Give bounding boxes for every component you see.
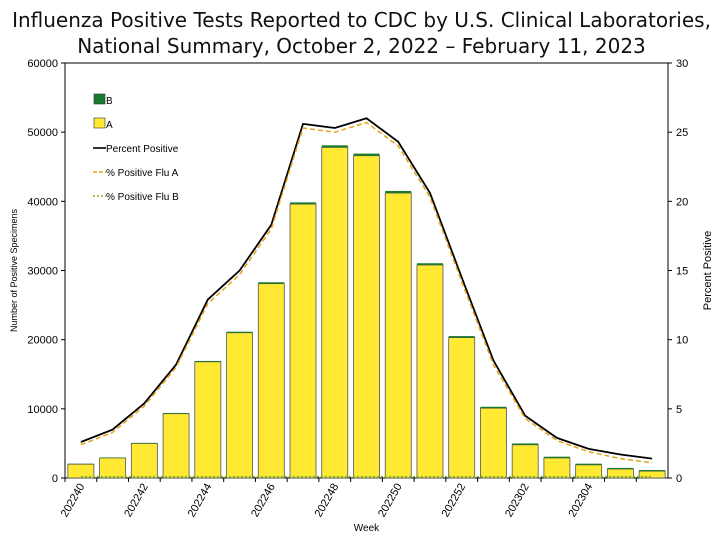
bar-b <box>512 443 539 445</box>
chart-title-line2: National Summary, October 2, 2022 – Febr… <box>77 34 646 58</box>
chart-title-line1: Influenza Positive Tests Reported to CDC… <box>12 8 711 32</box>
y-tick-label: 30000 <box>27 266 58 278</box>
y-tick-label: 20000 <box>27 335 58 347</box>
bar-b <box>480 406 507 409</box>
bar-a <box>321 146 349 479</box>
series-line <box>80 121 653 464</box>
bar-b <box>416 263 443 265</box>
y2-tick-label: 15 <box>676 266 688 278</box>
bar-a <box>511 444 539 479</box>
x-tick-label: 202240 <box>59 482 88 520</box>
bar-a <box>480 407 507 479</box>
bar-a <box>289 203 317 479</box>
y2-tick-label: 20 <box>676 196 688 208</box>
bar-a <box>543 457 571 479</box>
y2-tick-label: 0 <box>676 473 682 485</box>
bar-a <box>448 337 476 479</box>
y-tick-label: 60000 <box>27 58 58 70</box>
bar-b <box>607 467 634 470</box>
x-axis-label: Week <box>354 523 380 534</box>
legend-label: % Positive Flu A <box>106 168 179 179</box>
bar-a <box>353 155 380 479</box>
x-tick-label: 202244 <box>186 482 215 520</box>
bar-a <box>194 361 222 479</box>
bar-a <box>226 332 253 479</box>
bar-b <box>543 456 570 458</box>
bar-b <box>194 360 221 362</box>
x-tick-label: 202246 <box>249 482 278 520</box>
bar-b <box>353 153 380 156</box>
x-tick-label: 202252 <box>440 482 469 520</box>
x-tick-label: 202302 <box>503 482 532 520</box>
y2-tick-label: 30 <box>676 58 688 70</box>
bar-a <box>99 457 127 479</box>
legend-label: Percent Positive <box>106 144 179 155</box>
legend-label: B <box>106 96 113 107</box>
y-tick-label: 40000 <box>27 196 58 208</box>
y2-tick-label: 5 <box>676 404 682 416</box>
y-tick-label: 50000 <box>27 127 58 139</box>
bar-b <box>639 470 666 472</box>
bar-a <box>638 470 666 479</box>
legend-label: A <box>106 120 113 131</box>
bar-a <box>384 192 412 479</box>
x-tick-label: 202250 <box>376 482 405 520</box>
y2-axis-label: Percent Positive <box>702 231 714 310</box>
bar-a <box>130 443 158 479</box>
bar-a <box>257 283 285 479</box>
bar-a <box>416 264 444 479</box>
y2-tick-label: 25 <box>676 127 688 139</box>
bar-b <box>575 463 602 465</box>
x-tick-label: 202304 <box>567 482 596 520</box>
bar-b <box>131 442 158 444</box>
legend-label: % Positive Flu B <box>106 192 179 203</box>
x-tick-label: 202248 <box>313 482 342 520</box>
bar-b <box>258 282 285 284</box>
bar-b <box>321 145 348 148</box>
bar-b <box>163 412 190 414</box>
bar-b <box>448 336 475 338</box>
y2-tick-label: 10 <box>676 335 688 347</box>
bar-a <box>162 413 190 479</box>
bar-b <box>290 202 317 205</box>
bar-b <box>226 331 253 333</box>
y-tick-label: 10000 <box>27 404 58 416</box>
series-line <box>80 117 653 460</box>
y-axis-label: Number of Positive Specimens <box>9 208 19 332</box>
x-tick-label: 202242 <box>122 482 151 520</box>
legend-swatch <box>93 93 106 105</box>
y-tick-label: 0 <box>52 473 58 485</box>
legend-swatch <box>93 117 106 129</box>
bar-b <box>385 190 412 194</box>
